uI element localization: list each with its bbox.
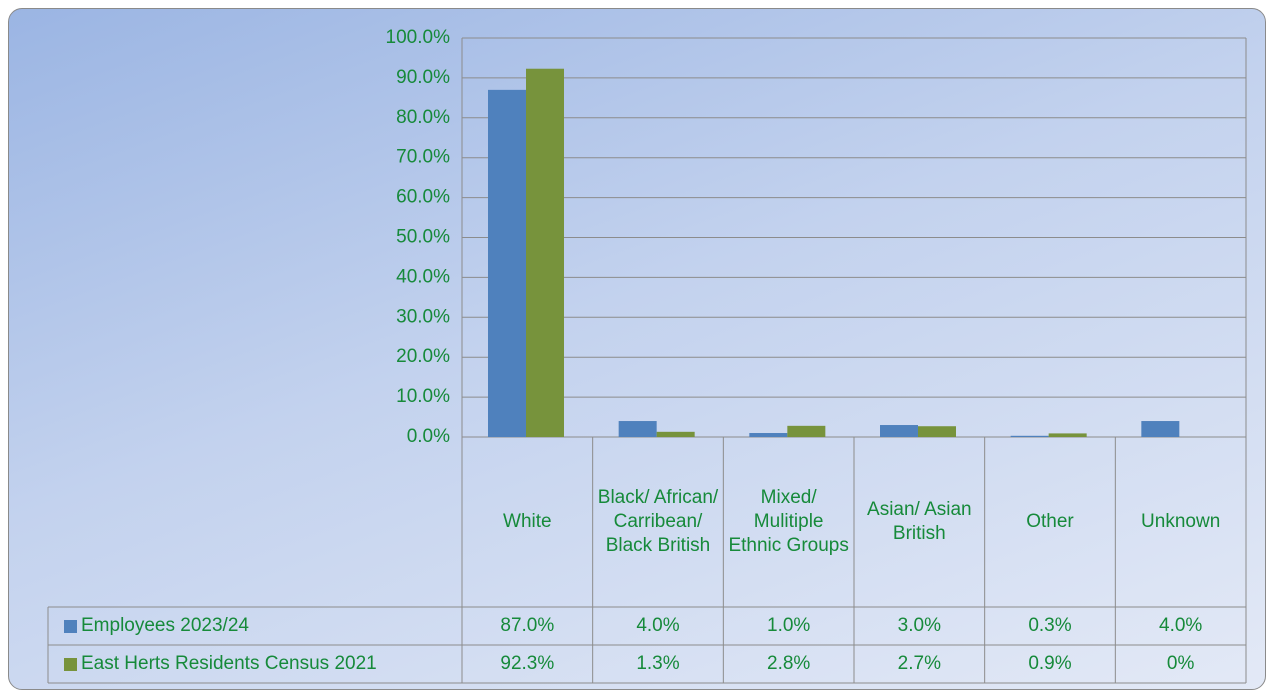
- table-value: 4.0%: [1159, 615, 1203, 636]
- table-value: 2.8%: [767, 653, 811, 674]
- bar: [880, 425, 918, 437]
- bar: [618, 421, 657, 437]
- bar: [1141, 421, 1180, 437]
- bar: [787, 425, 826, 437]
- table-value: 2.7%: [897, 653, 941, 674]
- bar: [749, 433, 788, 437]
- table-value: 1.0%: [767, 615, 811, 636]
- table-value: 92.3%: [500, 653, 555, 674]
- category-label: White: [503, 511, 552, 532]
- table-value: 4.0%: [636, 615, 680, 636]
- category-label: Other: [1026, 511, 1074, 532]
- y-tick-label: 100.0%: [386, 27, 451, 48]
- bar: [1010, 435, 1049, 437]
- category-label: Asian/ Asian British: [867, 499, 972, 544]
- y-tick-label: 70.0%: [396, 147, 450, 168]
- bar: [656, 431, 695, 437]
- category-label: Black/ African/ Carribean/ Black British: [597, 487, 719, 556]
- bar: [1048, 433, 1087, 437]
- y-tick-label: 0.0%: [407, 426, 450, 447]
- y-tick-label: 10.0%: [396, 386, 450, 407]
- table-value: 0%: [1166, 653, 1195, 674]
- table-value: 3.0%: [897, 615, 941, 636]
- legend-key: [64, 619, 77, 633]
- bar: [918, 426, 956, 437]
- y-tick-label: 50.0%: [396, 227, 450, 248]
- y-tick-label: 30.0%: [396, 306, 450, 327]
- legend-key: [64, 657, 77, 671]
- bar: [488, 89, 526, 438]
- legend-label: Employees 2023/24: [81, 615, 249, 636]
- category-label: Mixed/ Mulitiple Ethnic Groups: [728, 487, 849, 556]
- y-tick-label: 20.0%: [396, 346, 450, 367]
- y-tick-label: 80.0%: [396, 107, 450, 128]
- chart-frame: [8, 8, 1266, 690]
- y-tick-label: 60.0%: [396, 187, 450, 208]
- y-tick-label: 90.0%: [396, 67, 450, 88]
- y-tick-label: 40.0%: [396, 266, 450, 287]
- legend-label: East Herts Residents Census 2021: [81, 653, 377, 674]
- legend-row: East Herts Residents Census 2021: [48, 645, 462, 683]
- table-value: 1.3%: [636, 653, 680, 674]
- category-label: Unknown: [1141, 511, 1221, 532]
- table-value: 0.9%: [1028, 653, 1072, 674]
- table-value: 0.3%: [1028, 615, 1072, 636]
- legend-row: Employees 2023/24: [48, 607, 462, 645]
- bar: [526, 68, 564, 438]
- table-value: 87.0%: [500, 615, 555, 636]
